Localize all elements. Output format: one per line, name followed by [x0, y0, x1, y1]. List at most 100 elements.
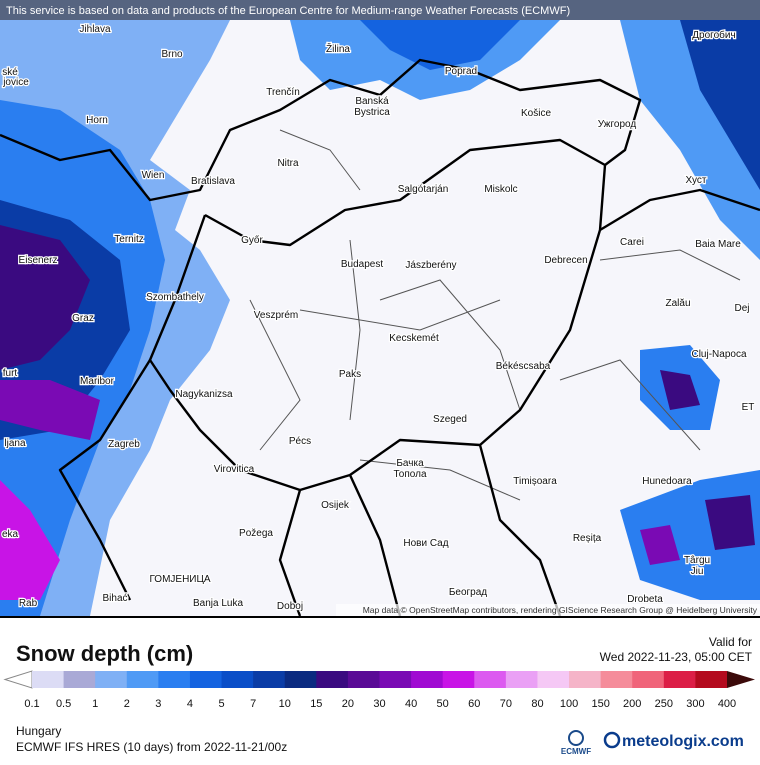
- city-label: Zagreb: [108, 439, 140, 450]
- attribution-background: [336, 604, 760, 616]
- legend-label: 4: [187, 698, 193, 710]
- city-label: Budapest: [341, 259, 383, 270]
- city-label: Horn: [86, 115, 108, 126]
- city-label: Hunedoara: [642, 476, 692, 487]
- legend-swatch: [411, 671, 444, 688]
- legend-label: 3: [155, 698, 161, 710]
- legend-swatch: [663, 671, 696, 688]
- city-label: Veszprém: [254, 310, 298, 321]
- city-label: Carei: [620, 237, 644, 248]
- city-label: Žilina: [326, 42, 350, 55]
- city-label: Poprad: [445, 66, 477, 77]
- brand-logo: [603, 731, 621, 749]
- legend-over: [727, 671, 755, 688]
- city-label: Baia Mare: [695, 239, 741, 250]
- city-label: Trenčín: [266, 87, 300, 98]
- legend-label: 70: [500, 698, 512, 710]
- ecmwf-text: ECMWF: [561, 747, 591, 756]
- city-label: ГОМЈЕНИЦА: [149, 574, 210, 585]
- city-label: Brno: [161, 49, 183, 60]
- legend-label: 250: [655, 698, 673, 710]
- legend-swatch: [569, 671, 602, 688]
- city-label: Szombathely: [146, 292, 204, 303]
- legend-label: 80: [531, 698, 543, 710]
- legend-swatch: [189, 671, 223, 688]
- country-borders: [0, 58, 760, 617]
- legend-swatch: [695, 671, 728, 688]
- city-label: Eisenerz: [19, 255, 58, 266]
- legend-label: 0.5: [56, 698, 71, 710]
- legend-label: 7: [250, 698, 256, 710]
- legend-swatch: [253, 671, 286, 688]
- legend-label: 300: [686, 698, 704, 710]
- city-label: Osijek: [321, 500, 350, 511]
- city-label: Jászberény: [405, 260, 456, 271]
- city-label: Дрогобич: [692, 29, 735, 41]
- city-label: Virovitica: [214, 464, 255, 475]
- city-label: Kecskemét: [389, 333, 439, 344]
- city-label: Ternitz: [114, 234, 143, 245]
- legend-label: 15: [310, 698, 322, 710]
- legend-swatch: [347, 671, 380, 688]
- legend-swatch: [442, 671, 475, 688]
- city-label: Požega: [239, 528, 273, 539]
- legend-swatch: [126, 671, 159, 688]
- city-label: Jihlava: [79, 24, 111, 35]
- city-label: Timișoara: [513, 476, 557, 487]
- city-label: eka: [2, 529, 19, 540]
- legend-swatch: [379, 671, 412, 688]
- legend-label: 150: [591, 698, 609, 710]
- city-label: Bihać: [102, 593, 127, 604]
- city-label: Zalău: [665, 298, 690, 309]
- brand: meteologix.com: [622, 733, 744, 750]
- legend-label: 5: [218, 698, 224, 710]
- title: Snow depth (cm): [16, 641, 193, 666]
- city-label: Győr: [241, 235, 263, 246]
- legend-label: 1: [92, 698, 98, 710]
- city-label: Békéscsaba: [496, 361, 551, 372]
- city-label: Szeged: [433, 414, 467, 425]
- legend-swatch: [505, 671, 538, 688]
- city-label: Wien: [142, 170, 165, 181]
- city-label: Хуст: [686, 175, 707, 186]
- legend-swatch: [537, 671, 570, 688]
- legend-label: 40: [405, 698, 417, 710]
- city-label: Нови Сад: [403, 538, 448, 549]
- legend-under: [3, 670, 33, 689]
- city-label: ljana: [4, 438, 26, 449]
- city-label: Miskolc: [484, 184, 517, 195]
- ecmwf-logo: [568, 730, 584, 746]
- city-label: Salgótarján: [398, 184, 449, 195]
- legend-swatch: [474, 671, 507, 688]
- city-label: Nitra: [277, 158, 299, 169]
- city-label: Bratislava: [191, 176, 235, 187]
- legend-swatch: [632, 671, 665, 688]
- legend-label: 100: [560, 698, 578, 710]
- region: Hungary: [16, 724, 61, 738]
- legend-swatch: [600, 671, 633, 688]
- legend-label: 2: [124, 698, 130, 710]
- attribution: Map data © OpenStreetMap contributors, r…: [363, 605, 758, 615]
- city-label: Košice: [521, 108, 551, 119]
- legend-swatch: [316, 671, 349, 688]
- legend-label: 0.1: [24, 698, 39, 710]
- legend-swatch: [221, 671, 254, 688]
- model-run: ECMWF IFS HRES (10 days) from 2022-11-21…: [16, 740, 287, 754]
- city-label: ské: [2, 67, 18, 78]
- city-label: Бачка: [396, 458, 424, 469]
- legend: 0.1 0.5 1 2 3 4 5 7 10 15 20 30 40 50 60 70 80 100 150 200 2…: [3, 670, 755, 710]
- legend-swatch: [95, 671, 128, 688]
- city-label: Banja Luka: [193, 598, 243, 609]
- legend-label: 400: [718, 698, 736, 710]
- valid-label: Valid for: [709, 635, 752, 649]
- legend-swatch: [63, 671, 96, 688]
- city-label: Pécs: [289, 436, 311, 447]
- city-label: Ужгород: [598, 119, 637, 130]
- city-label: Banská: [355, 96, 389, 107]
- legend-label: 30: [373, 698, 385, 710]
- city-label: Reșița: [573, 533, 602, 544]
- city-label: Dej: [734, 303, 749, 314]
- city-label: Târgu: [684, 555, 710, 566]
